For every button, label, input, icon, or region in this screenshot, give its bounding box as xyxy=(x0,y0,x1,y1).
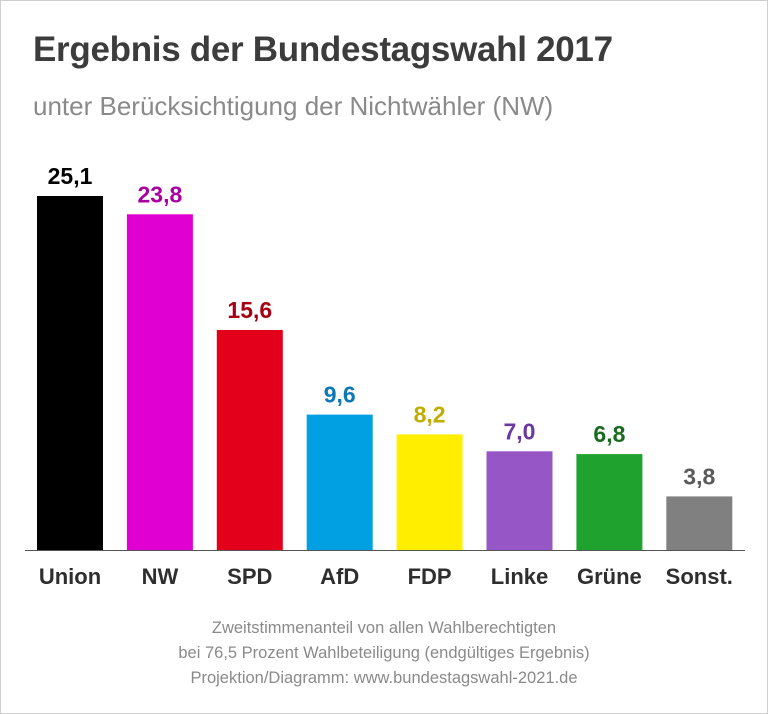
value-label-nw: 23,8 xyxy=(138,181,183,207)
bar-union xyxy=(37,196,103,550)
footer-note-line-1: Zweitstimmenanteil von allen Wahlberecht… xyxy=(211,619,557,637)
value-label-afd: 9,6 xyxy=(324,382,356,408)
bar-afd xyxy=(306,414,373,550)
category-label-linke: Linke xyxy=(491,564,548,589)
category-label-union: Union xyxy=(39,564,101,589)
category-label-nw: NW xyxy=(142,564,179,589)
chart-title: Ergebnis der Bundestagswahl 2017 xyxy=(33,30,613,69)
category-label-spd: SPD xyxy=(227,564,272,589)
bars-group xyxy=(37,196,733,551)
value-label-union: 25,1 xyxy=(48,163,93,189)
bar-nw xyxy=(126,214,193,551)
footer-source-line: Projektion/Diagramm: www.bundestagswahl-… xyxy=(190,669,578,687)
value-label-grüne: 6,8 xyxy=(593,421,625,447)
value-label-sonst: 3,8 xyxy=(683,463,715,489)
category-label-grüne: Grüne xyxy=(577,564,642,589)
value-label-spd: 15,6 xyxy=(227,297,272,323)
bar-linke xyxy=(486,451,553,550)
footer-note-line-2: bei 76,5 Prozent Wahlbeteiligung (endgül… xyxy=(178,644,590,662)
bar-sonst xyxy=(666,496,733,550)
labels-group: 25,1 Union 23,8 NW 15,6 SPD 9,6 AfD 8,2 FDP 7,0 Lin… xyxy=(39,163,733,589)
category-label-fdp: FDP xyxy=(408,564,452,589)
bar-grüne xyxy=(576,454,643,550)
bar-spd xyxy=(216,330,283,550)
category-label-afd: AfD xyxy=(320,564,359,589)
bar-fdp xyxy=(396,434,463,550)
chart-subtitle: unter Berücksichtigung der Nichtwähler (… xyxy=(33,91,554,121)
category-label-sonst: Sonst. xyxy=(666,564,733,589)
value-label-linke: 7,0 xyxy=(504,418,536,444)
value-label-fdp: 8,2 xyxy=(414,401,446,427)
